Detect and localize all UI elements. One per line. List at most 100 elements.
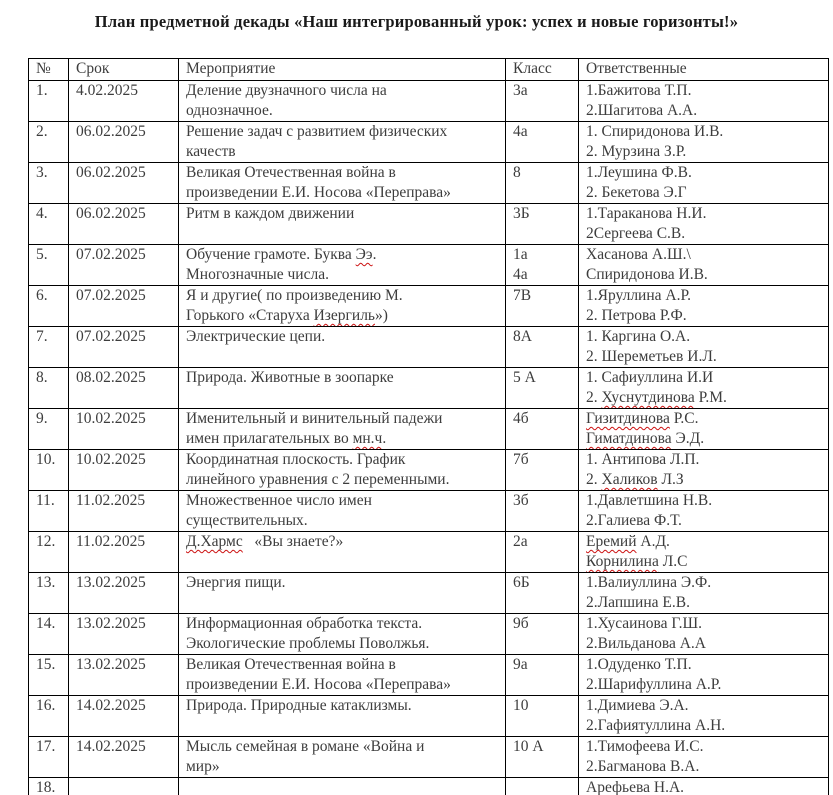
cell-resp: Арефьева Н.А. <box>578 777 829 795</box>
cell-event: Великая Отечественная война в произведени… <box>178 162 506 204</box>
cell-num: 14. <box>28 613 69 655</box>
cell-resp: Хасанова А.Ш.\ Спиридонова И.В. <box>578 244 829 286</box>
cell-event: Природа. Животные в зоопарке <box>178 367 506 409</box>
cell-class: 8А <box>505 326 579 368</box>
cell-resp: 1. Каргина О.А. 2. Шереметьев И.Л. <box>578 326 829 368</box>
cell-class: 10 А <box>505 736 579 778</box>
cell-class <box>505 777 579 795</box>
table-row: 17. 14.02.2025 Мысль семейная в романе «Во… <box>28 736 829 778</box>
cell-resp: 1. Сафиуллина И.И 2. Хуснутдинова Р.М. <box>578 367 829 409</box>
cell-resp: 1.Одуденко Т.П. 2.Шарифуллина А.Р. <box>578 654 829 696</box>
cell-date: 10.02.2025 <box>68 408 179 450</box>
misspelled-word: Д.Хармс <box>186 533 243 550</box>
cell-resp: 1.Леушина Ф.В. 2. Бекетова Э.Г <box>578 162 829 204</box>
cell-date: 13.02.2025 <box>68 654 179 696</box>
table-row: 1. 4.02.2025 Деление двузначного числа на о… <box>28 80 829 122</box>
cell-num: 6. <box>28 285 69 327</box>
cell-num: 2. <box>28 121 69 163</box>
cell-date: 07.02.2025 <box>68 244 179 286</box>
cell-resp: Гизитдинова Р.С. Гиматдинова Э.Д. <box>578 408 829 450</box>
cell-event: Именительный и винительный падежи имен пр… <box>178 408 506 450</box>
cell-num: 3. <box>28 162 69 204</box>
cell-num: 16. <box>28 695 69 737</box>
cell-class: 6Б <box>505 572 579 614</box>
cell-class: 4а <box>505 121 579 163</box>
cell-event: Деление двузначного числа на однозначное. <box>178 80 506 122</box>
cell-event: Электрические цепи. <box>178 326 506 368</box>
cell-resp: Еремий А.Д. Корнилина Л.С <box>578 531 829 573</box>
cell-event: Решение задач с развитием физических каче… <box>178 121 506 163</box>
cell-num: 8. <box>28 367 69 409</box>
cell-date: 13.02.2025 <box>68 572 179 614</box>
cell-resp: 1.Давлетшина Н.В. 2.Галиева Ф.Т. <box>578 490 829 532</box>
table-row: 8. 08.02.2025 Природа. Животные в зоопарке… <box>28 367 829 409</box>
cell-resp: 1. Спиридонова И.В. 2. Мурзина З.Р. <box>578 121 829 163</box>
cell-num: 7. <box>28 326 69 368</box>
misspelled-word: Гизитдинова <box>586 410 670 427</box>
page-title: План предметной декады «Наш интегрирован… <box>94 12 739 31</box>
misspelled-word: Корнилина <box>586 553 659 570</box>
table-row: 12. 11.02.2025 Д.Хармс «Вы знаете?» 2а Ереми… <box>28 531 829 573</box>
cell-resp: 1.Тимофеева И.С. 2.Багманова В.А. <box>578 736 829 778</box>
cell-class: 4б <box>505 408 579 450</box>
misspelled-word: Ээ <box>355 246 373 263</box>
cell-date: 11.02.2025 <box>68 490 179 532</box>
cell-num: 15. <box>28 654 69 696</box>
cell-num: 9. <box>28 408 69 450</box>
misspelled-word: Халиков <box>601 471 658 488</box>
table-row: 4. 06.02.2025 Ритм в каждом движении 3Б 1.Та… <box>28 203 829 245</box>
table-row: 14. 13.02.2025 Информационная обработка те… <box>28 613 829 655</box>
cell-num: 4. <box>28 203 69 245</box>
cell-resp: 1.Хусаинова Г.Ш. 2.Вильданова А.А <box>578 613 829 655</box>
misspelled-word: мн.ч <box>352 430 383 447</box>
cell-resp: 1.Бажитова Т.П. 2.Шагитова А.А. <box>578 80 829 122</box>
cell-class: 3а <box>505 80 579 122</box>
cell-date <box>68 777 179 795</box>
cell-event: Энергия пищи. <box>178 572 506 614</box>
cell-class: 3б <box>505 490 579 532</box>
cell-class: 10 <box>505 695 579 737</box>
cell-date: 4.02.2025 <box>68 80 179 122</box>
cell-event: Множественное число имен существительных. <box>178 490 506 532</box>
table-row: 2. 06.02.2025 Решение задач с развитием фи… <box>28 121 829 163</box>
cell-event: Я и другие( по произведению М. Горького «… <box>178 285 506 327</box>
cell-num: 10. <box>28 449 69 491</box>
header-num: № <box>28 58 69 81</box>
cell-event: Координатная плоскость. График линейного … <box>178 449 506 491</box>
cell-event: Мысль семейная в романе «Война и мир» <box>178 736 506 778</box>
table-row: 3. 06.02.2025 Великая Отечественная война … <box>28 162 829 204</box>
header-event: Мероприятие <box>178 58 506 81</box>
cell-class: 1а 4а <box>505 244 579 286</box>
cell-num: 11. <box>28 490 69 532</box>
cell-date: 10.02.2025 <box>68 449 179 491</box>
cell-resp: 1.Димиева Э.А. 2.Гафиятуллина А.Н. <box>578 695 829 737</box>
cell-resp: 1. Антипова Л.П. 2. Халиков Л.З <box>578 449 829 491</box>
cell-event <box>178 777 506 795</box>
header-class: Класс <box>505 58 579 81</box>
cell-num: 12. <box>28 531 69 573</box>
cell-class: 7В <box>505 285 579 327</box>
table-row: 13. 13.02.2025 Энергия пищи. 6Б 1.Валиуллина… <box>28 572 829 614</box>
table-row: 11. 11.02.2025 Множественное число имен сущ… <box>28 490 829 532</box>
cell-num: 5. <box>28 244 69 286</box>
cell-class: 7б <box>505 449 579 491</box>
table-row: 10. 10.02.2025 Координатная плоскость. Гра… <box>28 449 829 491</box>
cell-date: 06.02.2025 <box>68 121 179 163</box>
misspelled-word: Изергиль <box>313 307 375 324</box>
cell-date: 13.02.2025 <box>68 613 179 655</box>
cell-date: 08.02.2025 <box>68 367 179 409</box>
cell-event: Информационная обработка текста. Экологич… <box>178 613 506 655</box>
table-row: 16. 14.02.2025 Природа. Природные катаклиз… <box>28 695 829 737</box>
cell-date: 06.02.2025 <box>68 203 179 245</box>
cell-date: 11.02.2025 <box>68 531 179 573</box>
cell-event: Ритм в каждом движении <box>178 203 506 245</box>
cell-resp: 1.Тараканова Н.И. 2Сергеева С.В. <box>578 203 829 245</box>
cell-class: 2а <box>505 531 579 573</box>
cell-event: Природа. Природные катаклизмы. <box>178 695 506 737</box>
cell-class: 9а <box>505 654 579 696</box>
header-resp: Ответственные <box>578 58 829 81</box>
cell-event: Обучение грамоте. Буква Ээ. Многозначные … <box>178 244 506 286</box>
cell-class: 3Б <box>505 203 579 245</box>
cell-class: 8 <box>505 162 579 204</box>
cell-event: Д.Хармс «Вы знаете?» <box>178 531 506 573</box>
